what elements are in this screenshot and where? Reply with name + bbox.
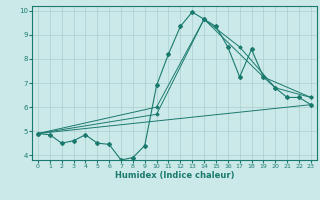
X-axis label: Humidex (Indice chaleur): Humidex (Indice chaleur) <box>115 171 234 180</box>
